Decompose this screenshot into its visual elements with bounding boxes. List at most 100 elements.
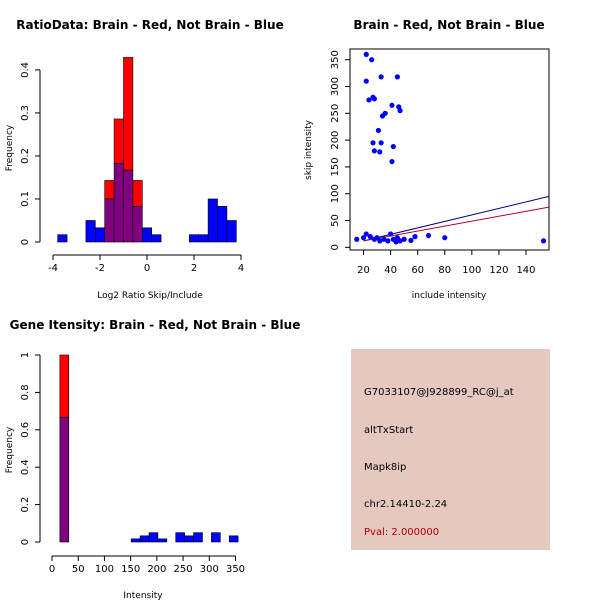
intensity-y-tick-label: 0.2 (20, 497, 31, 513)
scatter-y-tick-label: 300 (330, 77, 341, 96)
intensity-x-tick-label: 300 (200, 564, 219, 575)
intensity-y-tick-label: 0.6 (20, 422, 31, 438)
scatter-point-not-brain (390, 143, 396, 150)
scatter-point-not-brain (388, 231, 394, 237)
ratio-bar-brain (104, 180, 115, 200)
intensity-bar-not-brain (193, 532, 203, 543)
ratio-bar-not-brain (57, 234, 68, 243)
ratio-bar-not-brain (85, 220, 96, 243)
ratio-bar-not-brain (217, 205, 228, 243)
scatter-x-tick-label: 40 (384, 265, 397, 276)
intensity-y-tick-label: 1 (20, 352, 31, 358)
intensity-bar-not-brain (211, 532, 221, 543)
scatter-point-not-brain (382, 110, 388, 116)
intensity-x-tick-label: 0 (49, 564, 55, 575)
scatter-point-not-brain (397, 238, 403, 244)
intensity-x-tick-label: 100 (95, 564, 114, 575)
intensity-scatter: Brain - Red, Not Brain - Blue include in… (304, 18, 550, 301)
scatter-y-tick-label: 50 (330, 214, 341, 227)
ratio-histogram-title: RatioData: Brain - Red, Not Brain - Blue (16, 18, 283, 32)
gene-info-panel: G7033107@J928899_RC@j_at altTxStart Mapk… (351, 349, 550, 550)
intensity-x-tick-label: 350 (226, 564, 245, 575)
gene-name: Mapk8ip (364, 462, 407, 473)
intensity-bar-not-brain (130, 538, 141, 543)
intensity-bar-not-brain (139, 535, 150, 543)
scatter-point-not-brain (378, 140, 384, 146)
scatter-point-not-brain (389, 158, 395, 165)
intensity-y-tick-label: 0.8 (20, 384, 31, 400)
scatter-point-not-brain (408, 237, 414, 243)
intensity-bar-not-brain (228, 535, 239, 543)
ratio-x-tick-label: -4 (48, 263, 58, 274)
scatter-point-not-brain (363, 231, 369, 237)
ratio-bar-not-brain (226, 220, 237, 243)
ratio-bar-not-brain (189, 234, 200, 243)
scatter-point-not-brain (377, 238, 383, 244)
scatter-y-tick-label: 150 (330, 157, 341, 176)
intensity-bar-not-brain (175, 532, 185, 543)
scatter-point-not-brain (363, 51, 369, 57)
ratio-bar-overlap (104, 198, 115, 243)
intensity-y-tick-label: 0.4 (20, 459, 31, 475)
pval-text: Pval: 2.000000 (364, 527, 440, 538)
scatter-point-not-brain (370, 140, 376, 146)
scatter-x-tick-label: 140 (516, 265, 535, 276)
scatter-point-not-brain (377, 149, 383, 155)
ratio-x-tick-label: 2 (191, 263, 197, 274)
scatter-plot-box (349, 48, 550, 251)
intensity-bar-brain (59, 354, 70, 418)
intensity-scatter-xlabel: include intensity (412, 291, 487, 301)
scatter-x-tick-label: 120 (489, 265, 508, 276)
intensity-bar-overlap (59, 416, 70, 543)
scatter-point-not-brain (360, 235, 367, 241)
scatter-point-not-brain (401, 236, 407, 242)
scatter-y-tick-label: 200 (330, 131, 341, 150)
fit-line-not-brain (363, 195, 550, 242)
intensity-x-tick-label: 200 (147, 564, 166, 575)
ratio-x-tick-label: -2 (95, 263, 105, 274)
scatter-y-tick-label: 100 (330, 184, 341, 203)
scatter-point-not-brain (394, 74, 400, 80)
ratio-bar-overlap (113, 162, 124, 243)
intensity-scatter-title: Brain - Red, Not Brain - Blue (353, 18, 544, 32)
intensity-histogram: Gene Itensity: Brain - Red, Not Brain - … (5, 318, 300, 600)
intensity-histogram-xlabel: Intensity (123, 591, 163, 600)
ratio-bar-brain (123, 57, 134, 171)
ratio-bar-not-brain (198, 234, 209, 243)
ratio-bar-brain (113, 118, 124, 164)
event-type: altTxStart (364, 425, 414, 436)
ratio-bar-overlap (123, 169, 134, 243)
fit-line-brain (363, 206, 550, 242)
intensity-histogram-ylabel: Frequency (5, 426, 15, 473)
scatter-point-not-brain (367, 234, 373, 240)
ratio-bar-not-brain (95, 227, 106, 243)
scatter-point-not-brain (540, 238, 547, 244)
ratio-y-tick-label: 0.1 (20, 191, 31, 207)
genomic-location: chr2.14410-2.24 (364, 499, 448, 510)
scatter-point-not-brain (363, 78, 369, 84)
intensity-x-tick-label: 50 (72, 564, 85, 575)
scatter-point-not-brain (425, 232, 432, 239)
ratio-bar-not-brain (151, 234, 162, 243)
intensity-histogram-title: Gene Itensity: Brain - Red, Not Brain - … (10, 318, 301, 332)
ratio-y-tick-label: 0.2 (20, 148, 31, 164)
scatter-y-tick-label: 350 (330, 50, 341, 69)
scatter-x-tick-label: 60 (411, 265, 424, 276)
probe-id: G7033107@J928899_RC@j_at (364, 387, 514, 398)
scatter-point-not-brain (442, 235, 448, 241)
scatter-point-not-brain (371, 96, 377, 102)
scatter-point-not-brain (397, 108, 403, 114)
ratio-y-tick-label: 0 (20, 239, 31, 245)
scatter-x-tick-label: 100 (462, 265, 481, 276)
intensity-bar-not-brain (157, 538, 168, 543)
scatter-point-not-brain (412, 234, 418, 240)
scatter-point-not-brain (393, 239, 399, 245)
intensity-bar-not-brain (148, 532, 159, 543)
scatter-y-tick-label: 0 (330, 244, 341, 250)
ratio-y-tick-label: 0.3 (20, 105, 31, 121)
scatter-point-not-brain (381, 236, 387, 242)
scatter-x-tick-label: 80 (438, 265, 451, 276)
scatter-point-not-brain (375, 127, 382, 134)
ratio-y-tick-label: 0.4 (20, 62, 31, 78)
